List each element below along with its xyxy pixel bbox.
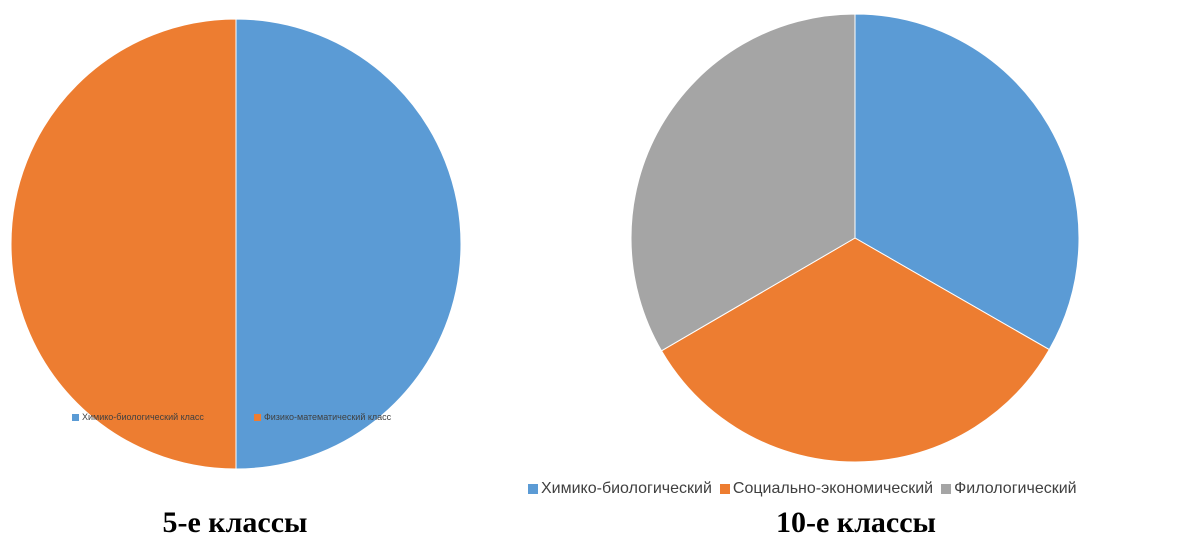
legend-label-1-1: Социально-экономический (732, 480, 934, 497)
pie-chart-5th-grade: Химико-биологический класс Физико-математ… (0, 0, 480, 556)
legend-swatch-1-1 (719, 484, 730, 494)
legend-10th-grade: Химико-биологический Социально-экономичес… (528, 480, 1077, 498)
legend-label-1-0: Химико-биологический (541, 480, 712, 497)
pie-chart-10th-grade: Химико-биологический Социально-экономичес… (500, 0, 1192, 556)
pie-slice-0-0 (235, 18, 462, 470)
legend-swatch-1-2 (941, 484, 952, 494)
legend-swatch-0-0 (72, 413, 79, 421)
legend-swatch-0-1 (253, 413, 261, 421)
legend-item-1-2: Филологический (941, 480, 1077, 498)
pie-slice-0-1 (10, 18, 237, 470)
legend-label-0-0: Химико-биологический класс (82, 412, 204, 422)
legend-item-0-1: Физико-математический класс (253, 412, 392, 422)
legend-5th-grade: Химико-биологический класс Физико-математ… (72, 412, 391, 422)
pie-chart-5th-grade-plot (10, 18, 462, 470)
legend-item-1-0: Химико-биологический (528, 480, 712, 498)
legend-item-1-1: Социально-экономический (719, 480, 934, 498)
legend-label-1-2: Филологический (954, 480, 1077, 497)
pie-slice-1-2 (630, 13, 856, 352)
legend-label-0-1: Физико-математический класс (263, 412, 392, 422)
caption-10th-grade: 10-е классы (776, 506, 936, 539)
legend-swatch-1-0 (528, 484, 538, 494)
pie-slice-1-0 (854, 13, 1080, 351)
pie-slice-1-1 (660, 237, 1050, 463)
pie-chart-10th-grade-plot (630, 13, 1080, 463)
legend-item-0-0: Химико-биологический класс (72, 412, 204, 422)
caption-5th-grade: 5-е классы (162, 506, 308, 539)
